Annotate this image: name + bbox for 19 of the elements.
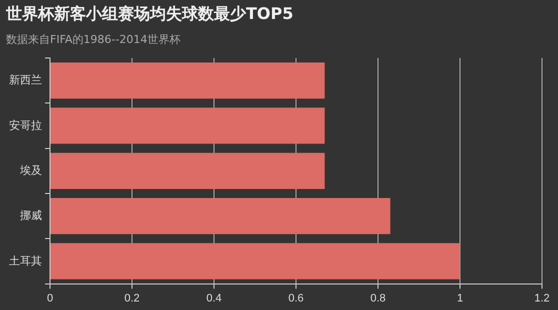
- x-tick-label: 0.2: [124, 292, 140, 304]
- bar: [50, 152, 325, 189]
- bar: [50, 243, 460, 280]
- x-tick-label: 0.6: [288, 292, 304, 304]
- chart-subtitle: 数据来自FIFA的1986--2014世界杯: [6, 32, 180, 47]
- x-tick-label: 1.2: [534, 292, 550, 304]
- y-tick-label: 土耳其: [9, 254, 42, 268]
- chart-title: 世界杯新客小组赛场均失球数最少TOP5: [6, 4, 294, 25]
- bar: [50, 62, 325, 99]
- x-tick-label: 0.4: [206, 292, 222, 304]
- x-tick-label: 0: [46, 292, 54, 304]
- bar: [50, 108, 325, 144]
- y-tick-label: 埃及: [19, 164, 42, 177]
- x-tick-label: 1: [456, 292, 464, 304]
- bar: [50, 198, 390, 234]
- y-tick-label: 挪威: [20, 209, 42, 222]
- x-tick-label: 0.8: [370, 292, 386, 304]
- y-tick-label: 安哥拉: [9, 118, 42, 132]
- y-tick-label: 新西兰: [9, 74, 42, 87]
